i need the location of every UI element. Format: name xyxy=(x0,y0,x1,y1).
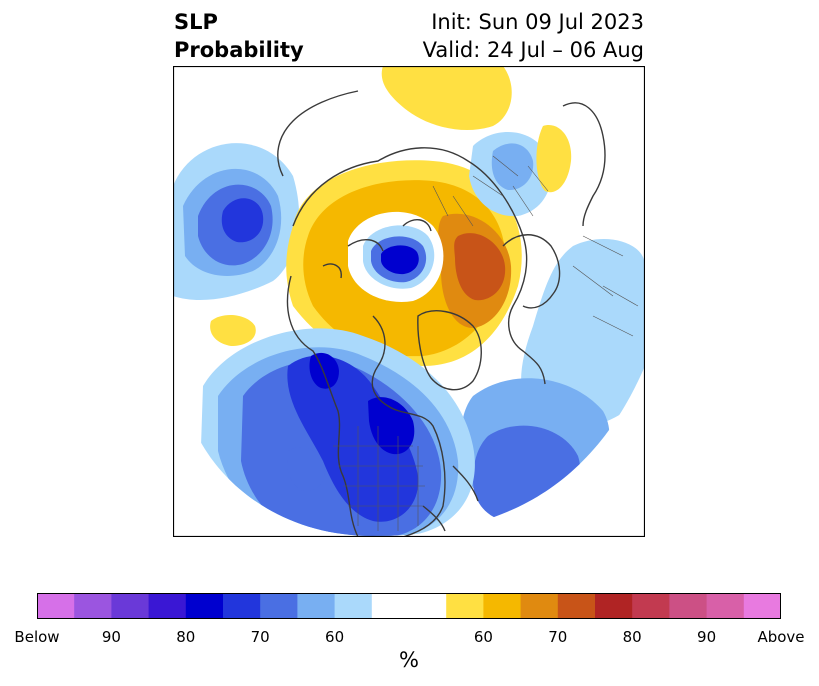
coastline-far-east xyxy=(277,90,359,177)
country-borders xyxy=(333,155,639,531)
colorbar-tick-label: 60 xyxy=(325,628,345,646)
contour-polar-90 xyxy=(381,245,419,275)
title-variable: SLP xyxy=(174,10,218,34)
colorbar-tick-label: 80 xyxy=(176,628,196,646)
colorbar-unit: % xyxy=(399,648,419,672)
colorbar-cell xyxy=(483,593,522,619)
colorbar xyxy=(37,593,781,619)
colorbar-cell xyxy=(632,593,670,619)
colorbar-frame xyxy=(37,593,781,619)
coastline-arctic-islands xyxy=(322,219,432,279)
colorbar-cell xyxy=(148,593,187,619)
init-date: Init: Sun 09 Jul 2023 xyxy=(431,10,644,34)
coastline-europe xyxy=(502,234,561,309)
contour-arctic-brown xyxy=(454,233,506,301)
colorbar-cell xyxy=(74,593,112,619)
colorbar-cell xyxy=(557,593,596,619)
coastline-north-america xyxy=(286,275,359,537)
colorbar-tick-label: 90 xyxy=(101,628,121,646)
border-lines-europe xyxy=(572,235,639,337)
colorbar-cell xyxy=(520,593,559,619)
contour-na-70-southwest xyxy=(287,447,325,492)
colorbar-cell xyxy=(669,593,708,619)
contour-europe-yellow xyxy=(536,125,572,193)
map-dates: Init: Sun 09 Jul 2023 Valid: 24 Jul – 06… xyxy=(423,8,644,64)
coastline-eurasia xyxy=(292,147,546,385)
colorbar-cell xyxy=(595,593,633,619)
colorbar-cell xyxy=(260,593,298,619)
colorbar-cell xyxy=(111,593,150,619)
colorbar-cell xyxy=(37,593,75,619)
coastline-greenland xyxy=(417,310,482,391)
map-title: SLP Probability xyxy=(174,8,304,64)
colorbar-cell xyxy=(409,593,447,619)
colorbar-cell xyxy=(297,593,336,619)
valid-range: Valid: 24 Jul – 06 Aug xyxy=(422,38,644,62)
colorbar-cell xyxy=(743,593,781,619)
contour-pacific-80 xyxy=(221,198,264,243)
contour-top-yellow xyxy=(381,66,512,131)
colorbar-cell xyxy=(334,593,373,619)
probability-map xyxy=(173,66,645,537)
title-quantity: Probability xyxy=(174,38,304,62)
colorbar-cell xyxy=(185,593,224,619)
colorbar-tick-label: 80 xyxy=(622,628,642,646)
colorbar-cell xyxy=(371,593,410,619)
contour-na-80 xyxy=(287,355,419,522)
colorbar-tick-label: Below xyxy=(14,628,60,646)
border-lines-us-states xyxy=(333,426,425,531)
map-frame xyxy=(173,66,645,537)
contour-pacific-yellow xyxy=(210,314,256,346)
colorbar-cell xyxy=(706,593,745,619)
colorbar-tick-label: 70 xyxy=(548,628,568,646)
coastline-hudson-bay xyxy=(371,315,446,537)
colorbar-cell xyxy=(223,593,261,619)
contour-na-90-west xyxy=(309,352,339,389)
colorbar-tick-label: 70 xyxy=(250,628,270,646)
coastlines xyxy=(277,90,606,537)
border-lines-eurasia xyxy=(432,155,549,227)
colorbar-tick-label: 60 xyxy=(473,628,493,646)
coastline-scandinavia xyxy=(562,102,606,227)
colorbar-cells xyxy=(37,593,781,619)
colorbar-cell xyxy=(446,593,484,619)
colorbar-tick-label: Above xyxy=(757,628,805,646)
coastline-caribbean xyxy=(422,465,479,532)
colorbar-tick-label: 90 xyxy=(697,628,717,646)
contour-europe-60 xyxy=(491,143,534,191)
